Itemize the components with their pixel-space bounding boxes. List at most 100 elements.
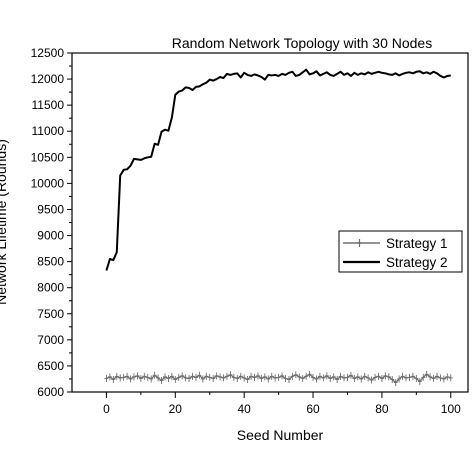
data-point bbox=[345, 373, 350, 381]
y-tick-labels: 6000 6500 7000 7500 8000 8500 9000 9500 10000 105… bbox=[31, 46, 65, 399]
data-point bbox=[304, 372, 309, 380]
data-point bbox=[111, 375, 116, 383]
data-point bbox=[273, 374, 278, 382]
data-point bbox=[373, 373, 378, 381]
data-point bbox=[245, 375, 250, 383]
data-point bbox=[214, 372, 219, 380]
data-point bbox=[297, 373, 302, 381]
data-point bbox=[397, 375, 402, 383]
data-point bbox=[166, 374, 171, 382]
legend-label: Strategy 2 bbox=[386, 255, 448, 270]
data-point bbox=[445, 373, 450, 381]
data-point bbox=[104, 374, 109, 382]
y-tick-label: 11000 bbox=[32, 124, 65, 138]
x-tick-labels: 0 20 40 60 80 100 bbox=[103, 402, 461, 416]
y-tick-label: 6500 bbox=[37, 359, 64, 373]
data-point bbox=[193, 373, 198, 381]
data-point bbox=[428, 373, 433, 381]
data-point bbox=[135, 372, 140, 380]
data-point bbox=[283, 374, 288, 382]
y-axis-title: Network Lifetime (Rounds) bbox=[0, 139, 9, 305]
y-tick-label: 11500 bbox=[32, 98, 65, 112]
data-point bbox=[173, 375, 178, 383]
data-point bbox=[169, 372, 174, 380]
data-point bbox=[149, 375, 154, 383]
data-point bbox=[131, 373, 136, 381]
y-tick-label: 12000 bbox=[31, 72, 65, 86]
x-tick-label: 60 bbox=[306, 402, 320, 416]
x-axis-title: Seed Number bbox=[237, 427, 324, 443]
data-point bbox=[335, 375, 340, 383]
data-point bbox=[435, 372, 440, 380]
legend-items: Strategy 1 Strategy 2 bbox=[343, 236, 448, 270]
data-point bbox=[197, 371, 202, 379]
data-point bbox=[159, 377, 164, 385]
x-tick-label: 40 bbox=[237, 402, 251, 416]
data-point bbox=[259, 374, 264, 382]
legend-item-2: Strategy 2 bbox=[343, 255, 448, 270]
data-point bbox=[187, 374, 192, 382]
x-tick-label: 0 bbox=[103, 402, 110, 416]
data-point bbox=[224, 372, 229, 380]
data-point bbox=[262, 373, 267, 381]
data-point bbox=[183, 374, 188, 382]
data-point bbox=[314, 375, 319, 383]
data-point bbox=[369, 376, 374, 384]
data-point bbox=[286, 375, 291, 383]
data-point bbox=[376, 372, 381, 380]
legend-box bbox=[338, 230, 463, 273]
data-point bbox=[235, 374, 240, 382]
data-point bbox=[338, 372, 343, 380]
data-point bbox=[407, 373, 412, 381]
data-point bbox=[204, 372, 209, 380]
x-tick-label: 100 bbox=[441, 402, 461, 416]
y-tick-label: 8500 bbox=[37, 255, 64, 269]
y-tick-label: 7000 bbox=[37, 333, 64, 347]
data-point bbox=[448, 374, 453, 382]
legend-label: Strategy 1 bbox=[386, 236, 448, 251]
data-point bbox=[421, 373, 426, 381]
data-point bbox=[390, 375, 395, 383]
data-point bbox=[383, 372, 388, 380]
data-point bbox=[142, 372, 147, 380]
data-point bbox=[352, 374, 357, 382]
data-point bbox=[218, 373, 223, 381]
y-tick-label: 8000 bbox=[37, 281, 64, 295]
data-point bbox=[207, 373, 212, 381]
data-point bbox=[311, 373, 316, 381]
data-point bbox=[362, 372, 367, 380]
y-tick-label: 9500 bbox=[37, 202, 64, 216]
plot-frame bbox=[71, 52, 469, 393]
y-tick-label: 6000 bbox=[37, 385, 64, 399]
data-point bbox=[331, 373, 336, 381]
data-point bbox=[200, 375, 205, 383]
data-point bbox=[138, 374, 143, 382]
data-point bbox=[321, 374, 326, 382]
data-point bbox=[242, 374, 247, 382]
data-point bbox=[410, 372, 415, 380]
data-point bbox=[307, 370, 312, 378]
data-point bbox=[393, 379, 398, 387]
data-point bbox=[255, 372, 260, 380]
data-point bbox=[431, 374, 436, 382]
data-point bbox=[424, 370, 429, 378]
data-point bbox=[156, 374, 161, 382]
data-point bbox=[300, 374, 305, 382]
data-point bbox=[366, 374, 371, 382]
data-point bbox=[414, 374, 419, 382]
data-point bbox=[359, 375, 364, 383]
data-point bbox=[238, 372, 243, 380]
data-point bbox=[266, 375, 271, 383]
data-point bbox=[441, 375, 446, 383]
legend-item-1: Strategy 1 bbox=[343, 236, 448, 251]
data-point bbox=[128, 375, 133, 383]
data-point bbox=[180, 372, 185, 380]
data-point bbox=[269, 372, 274, 380]
data-point bbox=[324, 372, 329, 380]
data-point bbox=[348, 371, 353, 379]
data-point bbox=[386, 373, 391, 381]
data-point bbox=[355, 373, 360, 381]
data-point bbox=[280, 372, 285, 380]
data-point bbox=[176, 373, 181, 381]
